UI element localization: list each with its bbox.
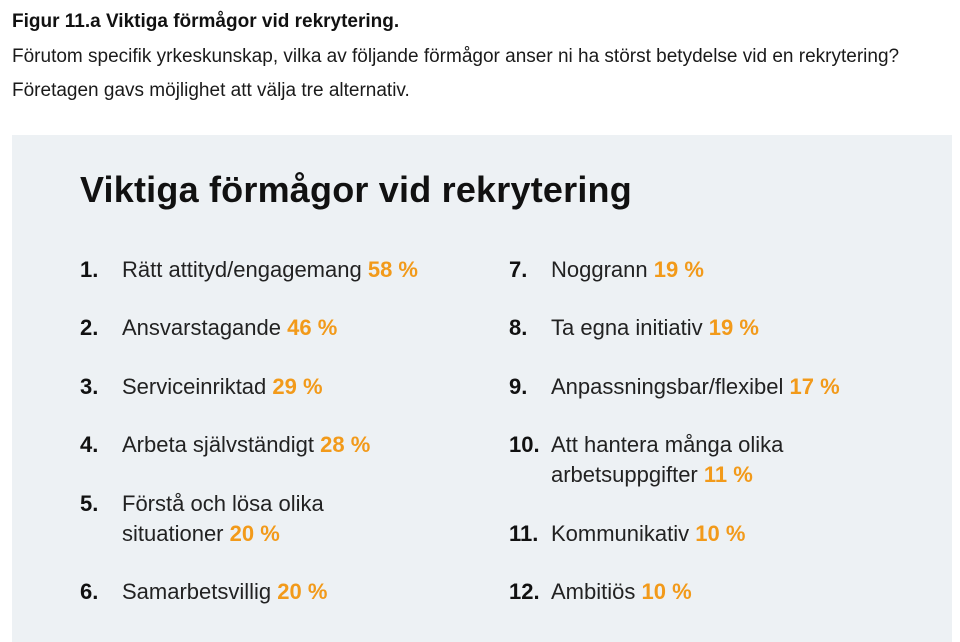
- item-label-wrapper: Serviceinriktad 29 %: [122, 372, 480, 402]
- item-number: 3.: [80, 374, 99, 399]
- list-item: 7. Noggrann 19 %: [509, 255, 909, 285]
- list-item: 8. Ta egna initiativ 19 %: [509, 313, 909, 343]
- item-label: Arbeta självständigt: [122, 432, 314, 457]
- item-percentage: 10 %: [695, 521, 746, 546]
- panel-title: Viktiga förmågor vid rekrytering: [80, 169, 632, 210]
- item-percentage: 11 %: [703, 462, 753, 487]
- figure-caption: Figur 11.a Viktiga förmågor vid rekryter…: [12, 8, 952, 108]
- item-label: Ambitiös: [551, 579, 636, 604]
- item-percentage: 29 %: [272, 374, 323, 399]
- item-label: Kommunikativ: [551, 521, 690, 546]
- list-item: 12. Ambitiös 10 %: [509, 577, 909, 607]
- list-item: 5. Förstå och lösa olika situationer 20 …: [80, 489, 370, 549]
- list-item: 4. Arbeta självständigt 28 %: [80, 430, 480, 460]
- item-percentage: 20 %: [277, 579, 328, 604]
- item-percentage: 19 %: [653, 257, 704, 282]
- figure-description: Förutom specifik yrkeskunskap, vilka av …: [12, 46, 900, 101]
- list-item: 6. Samarbetsvillig 20 %: [80, 577, 480, 607]
- item-label-wrapper: Noggrann 19 %: [551, 255, 909, 285]
- item-number: 11.: [509, 521, 539, 546]
- item-percentage: 10 %: [641, 579, 692, 604]
- item-label: Rätt attityd/engagemang: [122, 257, 362, 282]
- item-label: Samarbetsvillig: [122, 579, 272, 604]
- item-label-wrapper: Kommunikativ 10 %: [551, 519, 909, 549]
- figure-title: Figur 11.a Viktiga förmågor vid rekryter…: [12, 11, 400, 32]
- item-label-wrapper: Ansvarstagande 46 %: [122, 313, 480, 343]
- item-number: 9.: [509, 374, 528, 399]
- list-item: 3. Serviceinriktad 29 %: [80, 372, 480, 402]
- item-number: 5.: [80, 491, 99, 516]
- item-number: 4.: [80, 432, 99, 457]
- item-number: 10.: [509, 432, 540, 457]
- item-number: 2.: [80, 315, 99, 340]
- item-label-wrapper: Ta egna initiativ 19 %: [551, 313, 909, 343]
- item-label: Noggrann: [551, 257, 648, 282]
- list-item: 9. Anpassningsbar/flexibel 17 %: [509, 372, 909, 402]
- item-number: 6.: [80, 579, 99, 604]
- item-number: 8.: [509, 315, 528, 340]
- item-percentage: 46 %: [287, 315, 338, 340]
- item-label-wrapper: Rätt attityd/engagemang 58 %: [122, 255, 480, 285]
- item-label: Anpassningsbar/flexibel: [551, 374, 784, 399]
- item-label-wrapper: Anpassningsbar/flexibel 17 %: [551, 372, 909, 402]
- item-label: Serviceinriktad: [122, 374, 267, 399]
- item-percentage: 20 %: [229, 521, 280, 546]
- item-percentage: 17 %: [789, 374, 840, 399]
- list-item: 2. Ansvarstagande 46 %: [80, 313, 480, 343]
- item-label: Ta egna initiativ: [551, 315, 703, 340]
- item-percentage: 28 %: [320, 432, 371, 457]
- item-label-wrapper: Arbeta självständigt 28 %: [122, 430, 480, 460]
- item-percentage: 19 %: [708, 315, 759, 340]
- item-label-wrapper: Samarbetsvillig 20 %: [122, 577, 480, 607]
- item-number: 12.: [509, 579, 540, 604]
- item-percentage: 58 %: [367, 257, 418, 282]
- item-label-wrapper: Förstå och lösa olika situationer 20 %: [122, 489, 370, 549]
- list-item: 10. Att hantera många olika arbetsuppgif…: [509, 430, 839, 490]
- list-item: 1. Rätt attityd/engagemang 58 %: [80, 255, 480, 285]
- item-label: Ansvarstagande: [122, 315, 281, 340]
- item-label-wrapper: Ambitiös 10 %: [551, 577, 909, 607]
- item-number: 1.: [80, 257, 99, 282]
- item-label-wrapper: Att hantera många olika arbetsuppgifter …: [551, 430, 839, 490]
- infographic-panel: Viktiga förmågor vid rekrytering 1. Rätt…: [12, 135, 952, 642]
- list-item: 11. Kommunikativ 10 %: [509, 519, 909, 549]
- item-label: Att hantera många olika arbetsuppgifter: [551, 432, 784, 487]
- item-number: 7.: [509, 257, 528, 282]
- item-label: Förstå och lösa olika situationer: [122, 491, 324, 546]
